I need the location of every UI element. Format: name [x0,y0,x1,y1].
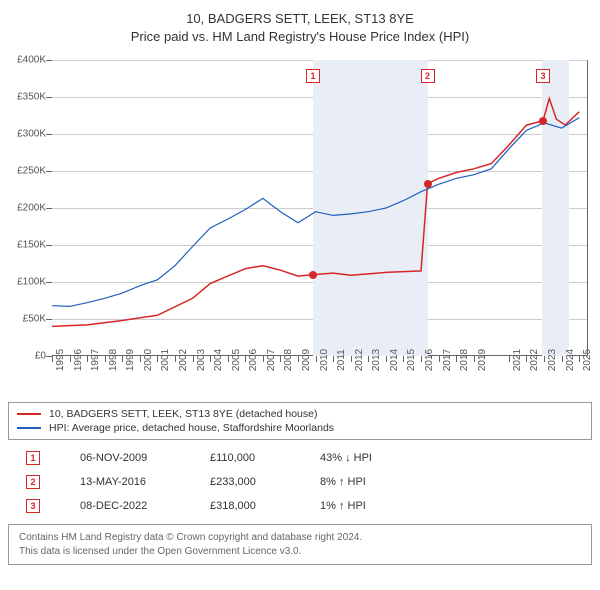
y-tick-label: £300K [17,129,46,140]
marker-dot-1 [309,271,317,279]
title-subtitle: Price paid vs. HM Land Registry's House … [8,28,592,46]
x-tick-label: 2013 [371,349,382,371]
y-tick-label: £250K [17,166,46,177]
x-tick-label: 2014 [389,349,400,371]
event-date: 06-NOV-2009 [80,452,210,464]
x-tick-label: 1995 [55,349,66,371]
x-tick-label: 2008 [283,349,294,371]
x-tick-label: 2024 [565,349,576,371]
event-table: 1 06-NOV-2009£110,00043% ↓ HPI 2 13-MAY-201… [8,446,592,518]
footer-line2: This data is licensed under the Open Gov… [19,545,581,559]
footer-line1: Contains HM Land Registry data © Crown c… [19,531,581,545]
x-tick-label: 2016 [424,349,435,371]
y-tick-label: £150K [17,240,46,251]
legend: 10, BADGERS SETT, LEEK, ST13 8YE (detach… [8,402,592,440]
chart: £0 £50K £100K £150K £200K £250K £300K £350K £400… [8,56,592,396]
title-block: 10, BADGERS SETT, LEEK, ST13 8YE Price p… [8,10,592,46]
series-hpi [52,118,579,307]
x-tick-label: 2015 [406,349,417,371]
event-date: 13-MAY-2016 [80,476,210,488]
x-tick-label: 1997 [90,349,101,371]
x-axis: 1995199619971998199920002001200220032004… [52,356,588,396]
x-tick-label: 2025 [582,349,593,371]
x-tick-label: 2000 [143,349,154,371]
event-row: 2 13-MAY-2016£233,0008% ↑ HPI [8,470,592,494]
event-marker: 1 [26,451,40,465]
footer-attribution: Contains HM Land Registry data © Crown c… [8,524,592,565]
x-tick-label: 1996 [73,349,84,371]
x-tick-label: 1998 [108,349,119,371]
x-tick-label: 2022 [529,349,540,371]
legend-label: HPI: Average price, detached house, Staf… [49,422,334,434]
x-tick-label: 2004 [213,349,224,371]
x-tick-label: 2002 [178,349,189,371]
marker-dot-2 [424,180,432,188]
x-tick-label: 2006 [248,349,259,371]
x-tick-label: 2007 [266,349,277,371]
y-tick-label: £400K [17,55,46,66]
x-tick-label: 2021 [512,349,523,371]
x-tick-label: 1999 [125,349,136,371]
event-row: 3 08-DEC-2022£318,0001% ↑ HPI [8,494,592,518]
y-tick-label: £350K [17,92,46,103]
x-tick-label: 2003 [196,349,207,371]
event-row: 1 06-NOV-2009£110,00043% ↓ HPI [8,446,592,470]
legend-swatch [17,413,41,415]
y-tick-label: £50K [23,314,46,325]
legend-item: HPI: Average price, detached house, Staf… [17,421,583,435]
legend-label: 10, BADGERS SETT, LEEK, ST13 8YE (detach… [49,408,317,420]
y-tick-label: £200K [17,203,46,214]
x-tick-label: 2011 [336,350,347,372]
y-tick-label: £100K [17,277,46,288]
event-marker: 2 [26,475,40,489]
event-price: £110,000 [210,452,320,464]
x-tick-label: 2023 [547,349,558,371]
x-tick-label: 2019 [477,349,488,371]
legend-item: 10, BADGERS SETT, LEEK, ST13 8YE (detach… [17,407,583,421]
legend-swatch [17,427,41,429]
x-tick-label: 2009 [301,349,312,371]
marker-dot-3 [539,117,547,125]
marker-box-2: 2 [421,69,435,83]
x-tick-label: 2010 [319,349,330,371]
x-tick-label: 2018 [459,349,470,371]
y-tick-label: £0 [35,351,46,362]
x-tick-label: 2012 [354,349,365,371]
title-address: 10, BADGERS SETT, LEEK, ST13 8YE [8,10,592,28]
marker-box-3: 3 [536,69,550,83]
event-pct: 8% ↑ HPI [320,476,410,488]
event-price: £233,000 [210,476,320,488]
event-marker: 3 [26,499,40,513]
event-price: £318,000 [210,500,320,512]
x-tick-label: 2005 [231,349,242,371]
series-property [52,99,579,327]
marker-box-1: 1 [306,69,320,83]
x-tick-label: 2001 [160,349,171,371]
event-pct: 1% ↑ HPI [320,500,410,512]
x-tick-label: 2017 [442,349,453,371]
plot-area: 1 2 3 [52,60,588,356]
event-pct: 43% ↓ HPI [320,452,410,464]
chart-container: 10, BADGERS SETT, LEEK, ST13 8YE Price p… [0,0,600,575]
event-date: 08-DEC-2022 [80,500,210,512]
line-series [52,60,588,356]
